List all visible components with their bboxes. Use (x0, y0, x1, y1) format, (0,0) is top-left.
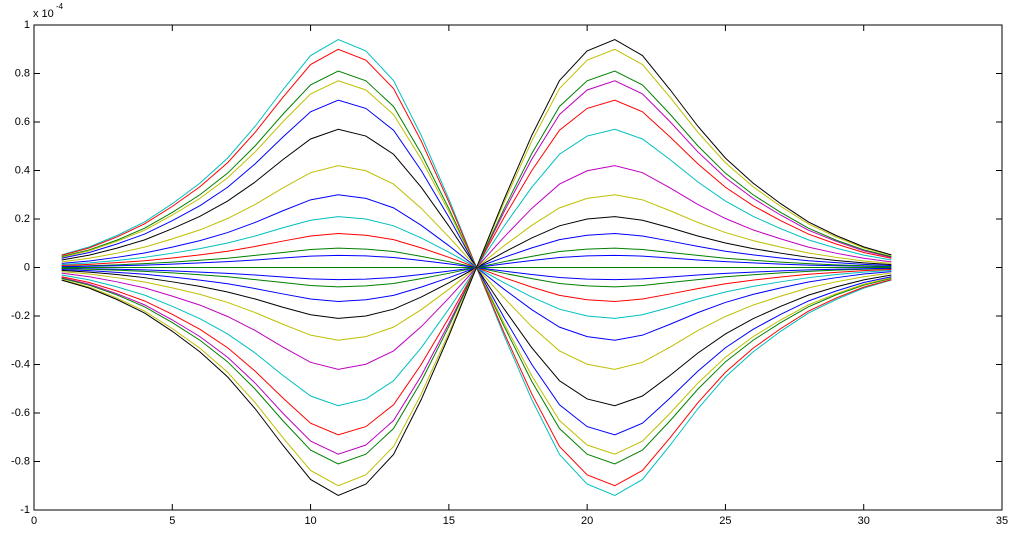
x-tick-label: 35 (996, 515, 1008, 527)
y-multiplier-exponent: -4 (56, 2, 64, 11)
x-tick-label: 25 (719, 515, 731, 527)
x-tick-label: 0 (31, 515, 37, 527)
x-tick-label: 20 (581, 515, 593, 527)
y-tick-label: 0 (24, 261, 30, 273)
x-tick-label: 30 (858, 515, 870, 527)
y-tick-label: -0.6 (11, 407, 30, 419)
y-tick-label: -0.2 (11, 310, 30, 322)
y-tick-label: -0.4 (11, 358, 30, 370)
y-tick-label: 0.2 (15, 213, 30, 225)
y-tick-label: 0.6 (15, 116, 30, 128)
y-multiplier: x 10 (33, 8, 54, 20)
y-tick-label: -0.8 (11, 455, 30, 467)
series-line (61, 38, 892, 497)
x-tick-label: 15 (443, 515, 455, 527)
x-tick-label: 5 (169, 515, 175, 527)
x-tick-label: 10 (304, 515, 316, 527)
y-tick-label: 1 (24, 19, 30, 31)
y-tick-label: 0.4 (15, 164, 30, 176)
y-tick-label: 0.8 (15, 67, 30, 79)
y-tick-label: -1 (20, 504, 30, 516)
